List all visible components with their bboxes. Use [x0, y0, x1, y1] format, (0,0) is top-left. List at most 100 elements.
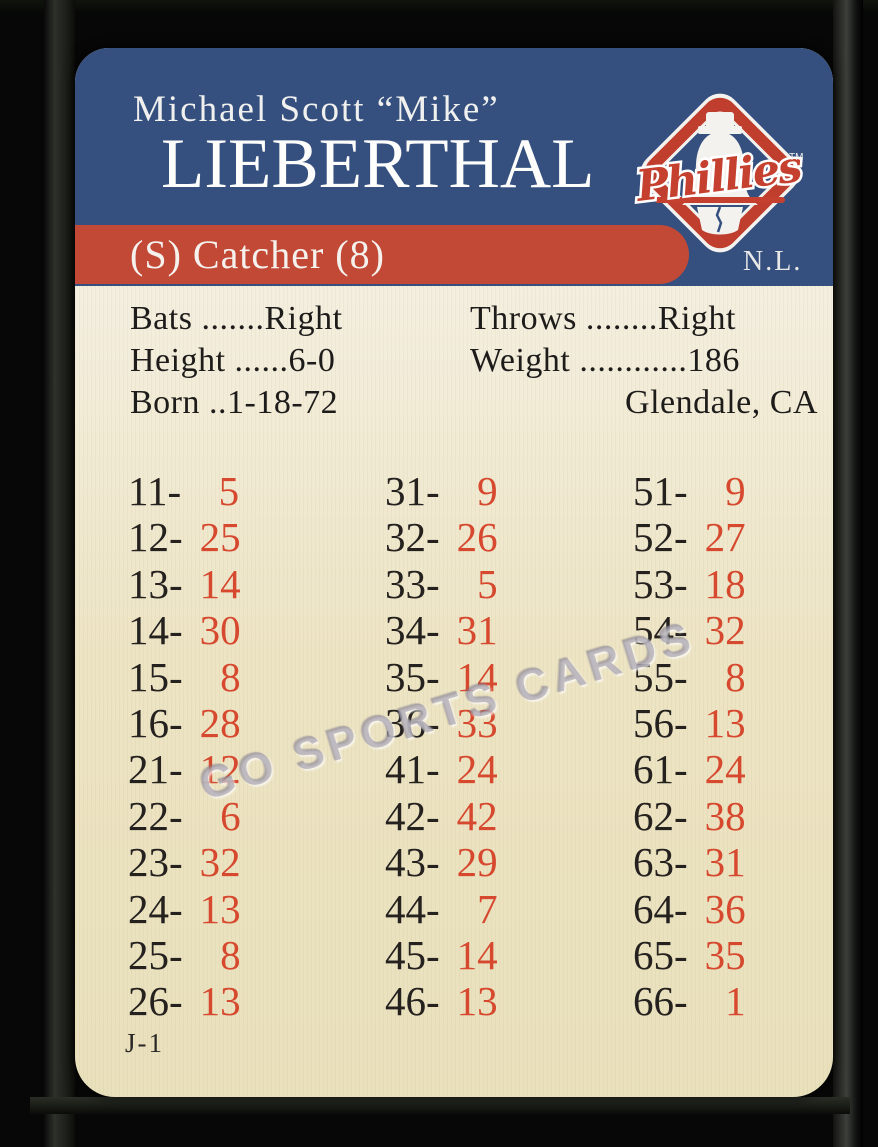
dice-roll-row: 26- 13: [128, 978, 241, 1024]
dice-roll-row: 33- 5: [385, 561, 498, 607]
dice-roll-row: 43- 29: [385, 839, 498, 885]
dice-roll-value: 13: [704, 700, 746, 747]
dice-roll-value: 14: [456, 653, 498, 700]
dice-roll-row: 44- 7: [385, 886, 498, 932]
dice-roll-label: 26-: [128, 978, 183, 1025]
dice-roll-row: 12- 25: [128, 514, 241, 560]
dice-roll-value: 18: [704, 560, 746, 607]
dice-roll-row: 16- 28: [128, 700, 241, 746]
dice-roll-value: 14: [456, 932, 498, 979]
player-stats-block: Bats .......Right Height ......6-0 Born ..…: [130, 298, 818, 424]
dice-roll-row: 32- 26: [385, 514, 498, 560]
dice-roll-label: 51-: [633, 468, 688, 514]
phillies-liberty-bell-logo-icon: Phillies TM: [629, 93, 807, 253]
dice-roll-label: 14-: [128, 607, 183, 654]
dice-column-1: 11- 5 12- 25 13- 14 14- 30 15- 8 16- 28 21- 12 22- 6 23-…: [128, 468, 241, 1025]
dice-roll-value: 24: [704, 746, 746, 793]
position-band: (S) Catcher (8): [75, 225, 689, 284]
dice-roll-label: 13-: [128, 560, 183, 607]
stat-line: Glendale, CA: [625, 384, 818, 421]
player-full-name: Michael Scott “Mike”: [133, 89, 500, 130]
dice-roll-row: 52- 27: [633, 514, 746, 560]
dice-roll-label: 63-: [633, 839, 688, 886]
league-label: N.L.: [743, 246, 803, 277]
dice-roll-value: 12: [199, 746, 241, 793]
dice-roll-label: 21-: [128, 746, 183, 793]
dice-roll-label: 62-: [633, 792, 688, 839]
dice-roll-value: 9: [725, 468, 746, 514]
dice-roll-row: 63- 31: [633, 839, 746, 885]
dice-roll-value: 29: [456, 839, 498, 886]
card-header: Michael Scott “Mike” LIEBERTHAL Phi: [75, 48, 833, 286]
dice-roll-value: 26: [456, 514, 498, 561]
dice-roll-value: 25: [199, 514, 241, 561]
trademark-symbol: TM: [789, 152, 803, 163]
dice-roll-label: 15-: [128, 653, 183, 700]
dice-roll-value: 5: [477, 560, 498, 607]
dice-roll-value: 27: [704, 514, 746, 561]
dice-roll-value: 1: [725, 978, 746, 1025]
stats-column-right: Throws ........Right Weight ............1…: [470, 298, 818, 424]
bell-crack: [715, 206, 723, 233]
stat-line: Weight ............186: [470, 342, 740, 379]
dice-roll-label: 43-: [385, 839, 440, 886]
dice-roll-value: 8: [220, 932, 241, 979]
dice-roll-value: 24: [456, 746, 498, 793]
dice-roll-row: 31- 9: [385, 468, 498, 514]
dice-roll-label: 25-: [128, 932, 183, 979]
dice-roll-row: 56- 13: [633, 700, 746, 746]
dice-roll-row: 22- 6: [128, 793, 241, 839]
dice-roll-value: 6: [220, 792, 241, 839]
stats-column-left: Bats .......Right Height ......6-0 Born ..…: [130, 298, 470, 424]
dice-roll-value: 13: [456, 978, 498, 1025]
dice-roll-row: 13- 14: [128, 561, 241, 607]
dice-roll-label: 52-: [633, 514, 688, 561]
stat-line: Born ..1-18-72: [130, 384, 339, 421]
dice-roll-value: 8: [725, 653, 746, 700]
dice-roll-row: 65- 35: [633, 932, 746, 978]
dice-roll-label: 44-: [385, 885, 440, 932]
game-card: Michael Scott “Mike” LIEBERTHAL Phi: [75, 48, 833, 1097]
dice-roll-label: 36-: [385, 700, 440, 747]
dice-roll-label: 55-: [633, 653, 688, 700]
card-sleeve-right-edge: [833, 0, 863, 1147]
dice-roll-value: 38: [704, 792, 746, 839]
stat-line: Height ......6-0: [130, 342, 336, 379]
dice-roll-value: 28: [199, 700, 241, 747]
dice-roll-value: 42: [456, 792, 498, 839]
stat-line: Throws ........Right: [470, 300, 736, 337]
card-sleeve-bottom-edge: [30, 1097, 850, 1114]
dice-roll-row: 66- 1: [633, 978, 746, 1024]
dice-roll-value: 9: [477, 468, 498, 514]
dice-roll-row: 21- 12: [128, 746, 241, 792]
dice-roll-label: 54-: [633, 607, 688, 654]
dice-roll-label: 24-: [128, 885, 183, 932]
dice-roll-row: 62- 38: [633, 793, 746, 839]
dice-roll-value: 13: [199, 978, 241, 1025]
dice-roll-label: 31-: [385, 468, 440, 514]
dice-roll-row: 35- 14: [385, 654, 498, 700]
dice-roll-row: 11- 5: [128, 468, 241, 514]
card-code: J-1: [125, 1028, 164, 1058]
dice-roll-label: 53-: [633, 560, 688, 607]
dice-roll-label: 45-: [385, 932, 440, 979]
dice-roll-row: 46- 13: [385, 978, 498, 1024]
dice-roll-label: 41-: [385, 746, 440, 793]
dice-roll-row: 64- 36: [633, 886, 746, 932]
dice-roll-row: 41- 24: [385, 746, 498, 792]
dice-roll-value: 31: [704, 839, 746, 886]
dice-roll-value: 36: [704, 885, 746, 932]
dice-roll-value: 8: [220, 653, 241, 700]
dice-roll-value: 32: [704, 607, 746, 654]
dice-roll-label: 22-: [128, 792, 183, 839]
dice-roll-row: 53- 18: [633, 561, 746, 607]
stat-line: Bats .......Right: [130, 300, 343, 337]
bell-body: [682, 132, 758, 205]
dice-roll-label: 64-: [633, 885, 688, 932]
dice-roll-row: 25- 8: [128, 932, 241, 978]
dice-roll-label: 16-: [128, 700, 183, 747]
dice-roll-value: 32: [199, 839, 241, 886]
dice-roll-value: 31: [456, 607, 498, 654]
player-surname: LIEBERTHAL: [161, 125, 595, 203]
